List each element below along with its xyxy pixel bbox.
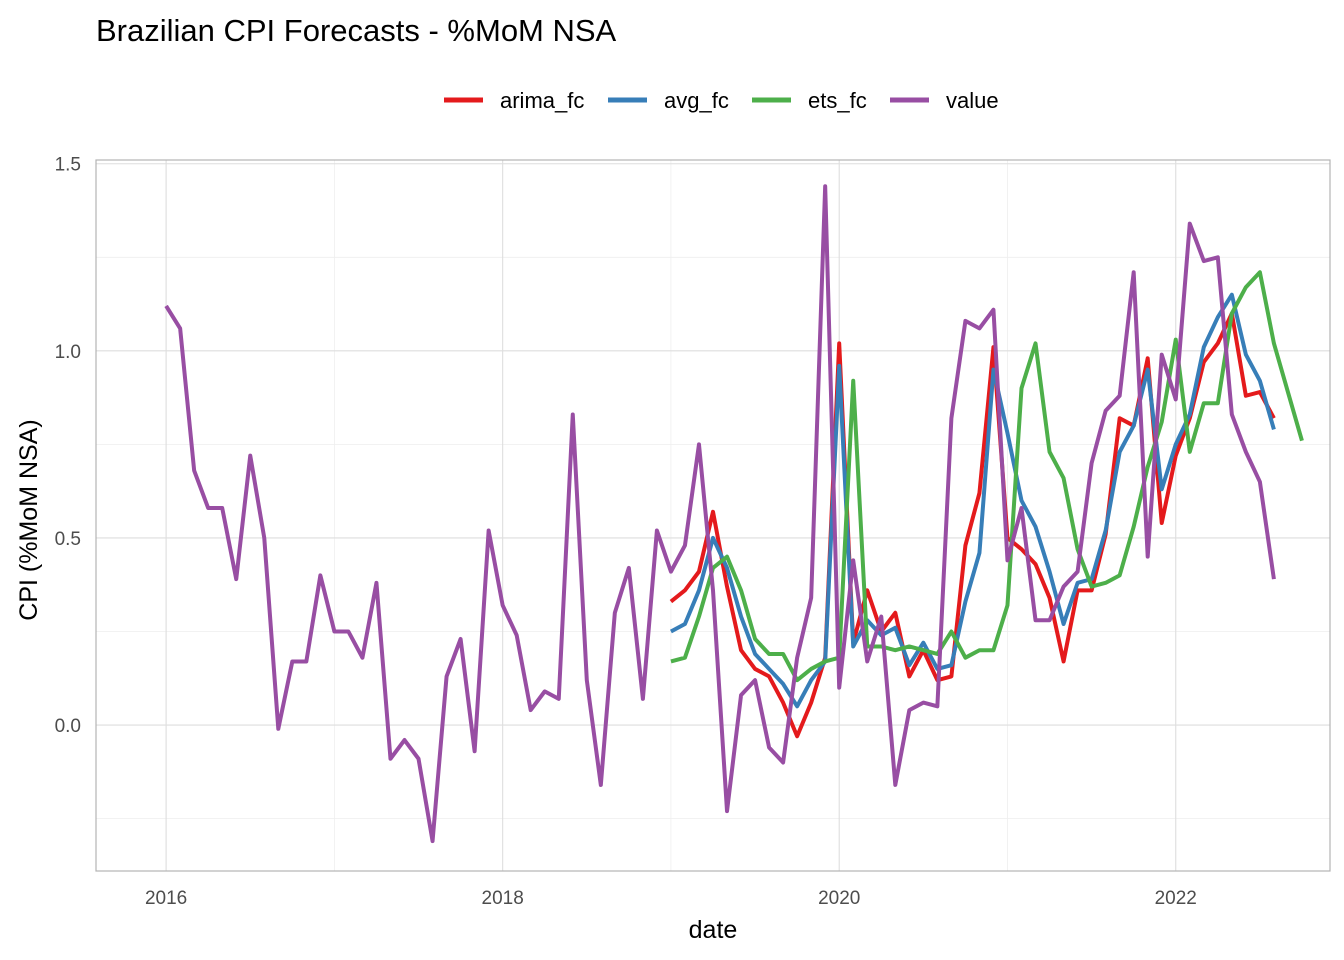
series-lines xyxy=(164,184,1304,844)
x-tick-label: 2018 xyxy=(482,888,524,909)
series-line-value xyxy=(164,184,1276,844)
y-tick-label: 0.0 xyxy=(55,716,81,737)
series-line-avg-fc xyxy=(669,292,1276,709)
x-tick-label: 2016 xyxy=(145,888,187,909)
y-axis-title: CPI (%MoM NSA) xyxy=(15,419,43,620)
y-tick-label: 1.5 xyxy=(55,155,81,176)
legend: arima_fc avg_fc ets_fc value xyxy=(444,88,999,113)
x-axis-ticks: 2016 2018 2020 2022 xyxy=(145,888,1197,909)
x-tick-label: 2020 xyxy=(818,888,860,909)
x-tick-label: 2022 xyxy=(1155,888,1197,909)
y-axis-ticks: 0.0 0.5 1.0 1.5 xyxy=(55,155,81,737)
x-axis-title: date xyxy=(689,916,738,944)
legend-label: arima_fc xyxy=(500,88,584,113)
series-line-ets-fc xyxy=(670,270,1304,683)
series-line-arima-fc xyxy=(669,311,1276,739)
chart-title: Brazilian CPI Forecasts - %MoM NSA xyxy=(96,13,617,48)
legend-label: ets_fc xyxy=(808,88,867,113)
plot-panel-border xyxy=(95,159,1331,872)
legend-label: avg_fc xyxy=(664,88,729,113)
y-tick-label: 0.5 xyxy=(55,529,81,550)
legend-label: value xyxy=(946,88,999,113)
y-tick-label: 1.0 xyxy=(55,342,81,363)
